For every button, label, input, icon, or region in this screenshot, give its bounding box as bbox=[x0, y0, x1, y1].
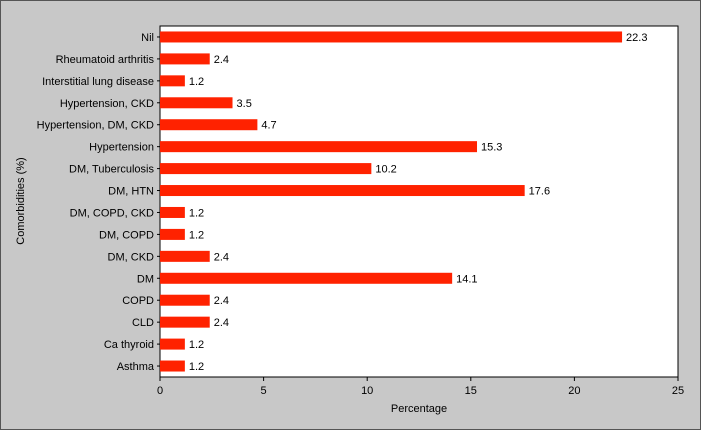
bars-group bbox=[160, 31, 623, 372]
category-label: DM, COPD, CKD bbox=[70, 207, 154, 219]
plot-area bbox=[159, 25, 679, 378]
bar-value-label: 1.2 bbox=[189, 207, 204, 219]
bar bbox=[160, 294, 210, 306]
bar bbox=[160, 53, 210, 65]
bar-value-label: 1.2 bbox=[189, 229, 204, 241]
category-label: Hypertension, CKD bbox=[60, 98, 154, 110]
bar-value-label: 3.5 bbox=[237, 98, 252, 110]
category-label: Interstitial lung disease bbox=[42, 76, 154, 88]
bar bbox=[160, 31, 623, 43]
bar-value-label: 15.3 bbox=[481, 142, 502, 154]
bar bbox=[160, 163, 372, 175]
x-tick-label: 10 bbox=[361, 385, 373, 397]
category-label: COPD bbox=[122, 295, 154, 307]
category-label: DM, CKD bbox=[108, 251, 155, 263]
bar-value-label: 22.3 bbox=[626, 32, 647, 44]
category-label: Ca thyroid bbox=[104, 339, 154, 351]
bar bbox=[160, 360, 185, 372]
bar bbox=[160, 338, 185, 350]
bar-value-label: 10.2 bbox=[375, 164, 396, 176]
category-label: Asthma bbox=[117, 361, 155, 373]
bar-value-label: 4.7 bbox=[261, 120, 276, 132]
category-label: DM, HTN bbox=[108, 186, 154, 198]
y-axis-title: Comorbidities (%) bbox=[15, 157, 27, 244]
bar-value-label: 2.4 bbox=[214, 295, 229, 307]
bar-value-label: 2.4 bbox=[214, 251, 229, 263]
bar bbox=[160, 75, 185, 87]
x-tick-label: 0 bbox=[157, 385, 163, 397]
bar-value-label: 2.4 bbox=[214, 54, 229, 66]
bar-value-label: 17.6 bbox=[529, 186, 550, 198]
category-label: DM bbox=[137, 273, 154, 285]
category-label: DM, COPD bbox=[99, 229, 154, 241]
category-label: DM, Tuberculosis bbox=[69, 164, 154, 176]
bar bbox=[160, 185, 525, 197]
x-axis-title: Percentage bbox=[391, 403, 447, 415]
data-labels-group: 22.3 2.4 1.2 3.5 4.7 15.3 10.2 17.6 1.2 1.2 2.4 14.… bbox=[189, 32, 648, 373]
bar bbox=[160, 272, 453, 284]
bar-value-label: 2.4 bbox=[214, 317, 229, 329]
x-tick-label: 5 bbox=[261, 385, 267, 397]
bar bbox=[160, 228, 185, 240]
x-tick-label: 20 bbox=[568, 385, 580, 397]
category-label: CLD bbox=[132, 317, 154, 329]
x-axis-ticks-group: 0 5 10 15 20 25 bbox=[157, 377, 684, 397]
bar bbox=[160, 97, 233, 109]
bar-value-label: 14.1 bbox=[456, 273, 477, 285]
category-label: Hypertension, DM, CKD bbox=[37, 120, 154, 132]
category-label: Rheumatoid arthritis bbox=[56, 54, 155, 66]
category-labels-group: Nil Rheumatoid arthritis Interstitial lung… bbox=[37, 32, 160, 373]
bar bbox=[160, 250, 210, 262]
bar-value-label: 1.2 bbox=[189, 361, 204, 373]
x-tick-label: 25 bbox=[672, 385, 684, 397]
bar bbox=[160, 141, 478, 153]
x-tick-label: 15 bbox=[465, 385, 477, 397]
bar bbox=[160, 119, 258, 131]
category-label: Nil bbox=[141, 32, 154, 44]
bar-value-label: 1.2 bbox=[189, 76, 204, 88]
category-label: Hypertension bbox=[89, 142, 154, 154]
bar-value-label: 1.2 bbox=[189, 339, 204, 351]
bar bbox=[160, 206, 185, 218]
bar bbox=[160, 316, 210, 328]
